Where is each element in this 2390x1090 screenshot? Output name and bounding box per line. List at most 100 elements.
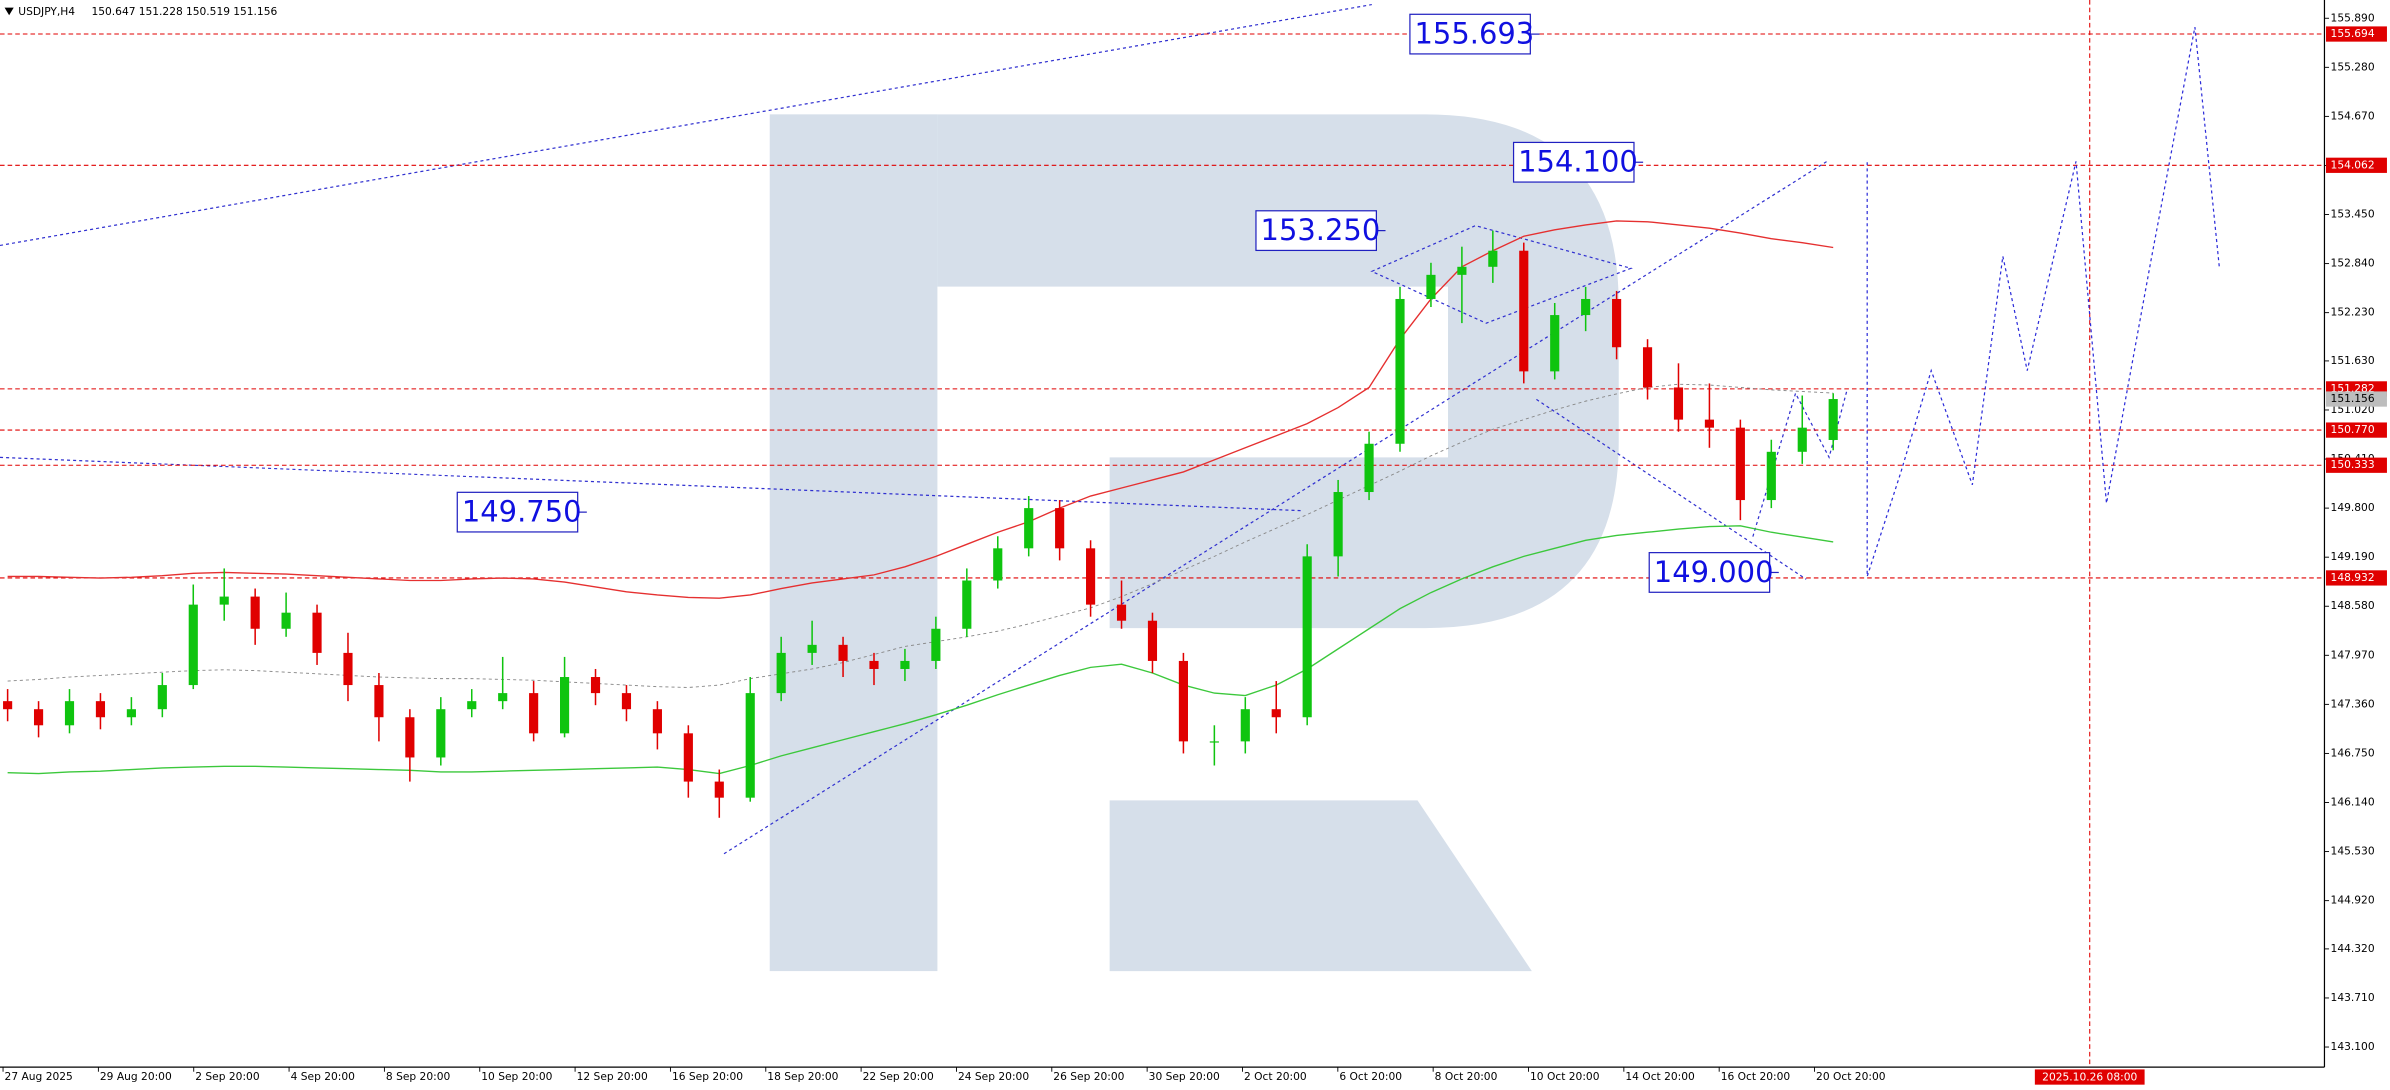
candle-body	[467, 701, 477, 710]
y-tick-label: 149.800	[2331, 501, 2375, 514]
y-tick-label: 145.530	[2331, 845, 2375, 858]
x-tick-label: 12 Sep 20:00	[577, 1070, 648, 1083]
ohlc-close: 151.156	[233, 5, 277, 18]
moving-average	[7, 525, 1834, 775]
x-tick-label: 24 Sep 20:00	[958, 1070, 1029, 1083]
candle-body	[219, 596, 229, 605]
candle-body	[1488, 250, 1498, 267]
candle-body	[621, 693, 632, 710]
candle-body	[1302, 556, 1312, 718]
candle-body	[1333, 492, 1343, 557]
y-tick-label: 155.280	[2331, 60, 2375, 73]
annotation-label: 149.750	[462, 495, 582, 529]
x-tick-label: 26 Sep 20:00	[1053, 1070, 1124, 1083]
annotation-box	[1409, 13, 1531, 55]
level-box	[2325, 570, 2387, 586]
candle-body	[1395, 298, 1405, 444]
annotation-label: 154.100	[1518, 145, 1638, 179]
ohlc-high: 151.228	[139, 5, 183, 18]
candle-body	[714, 781, 724, 798]
symbol: USDJPY,H4	[18, 5, 75, 18]
current-price-box	[2325, 391, 2387, 407]
logo-leg	[1109, 800, 1532, 972]
candle-body	[126, 709, 136, 718]
x-tick-label: 10 Oct 20:00	[1530, 1070, 1600, 1083]
time-marker-box	[2034, 1069, 2145, 1085]
candle-body	[3, 701, 13, 710]
candle-body	[1209, 741, 1219, 743]
y-tick-label: 154.670	[2331, 109, 2375, 122]
candle-body	[188, 604, 198, 686]
candle-body	[1828, 399, 1838, 440]
candle-body	[1704, 419, 1715, 428]
trend-line	[0, 3, 1372, 247]
candle-body	[343, 652, 353, 686]
dropdown-icon[interactable]	[4, 7, 14, 16]
candle-body	[498, 693, 508, 702]
logo-stem	[769, 114, 938, 972]
moving-average	[7, 220, 1834, 599]
x-tick-label: 10 Sep 20:00	[481, 1070, 552, 1083]
candle-body	[250, 596, 260, 629]
annotation-label: 153.250	[1261, 213, 1381, 247]
current-price-label: 151.156	[2331, 392, 2375, 405]
candle-body	[1797, 427, 1807, 452]
trend-line	[723, 159, 1830, 855]
level-label: 150.333	[2331, 458, 2375, 471]
y-tick-label: 144.320	[2331, 942, 2375, 955]
candle-body	[869, 660, 879, 669]
candle-body	[1519, 250, 1529, 372]
y-tick-label: 149.190	[2331, 550, 2375, 563]
level-label: 148.932	[2331, 571, 2375, 584]
candle-body	[962, 580, 972, 629]
level-box	[2325, 26, 2387, 42]
candle-body	[1550, 315, 1560, 372]
x-tick-label: 2 Sep 20:00	[195, 1070, 260, 1083]
annotation-label: 149.000	[1654, 555, 1774, 589]
ohlc-open: 150.647	[91, 5, 135, 18]
candle-body	[436, 709, 446, 758]
level-label: 155.694	[2331, 27, 2375, 40]
y-tick-label: 148.580	[2331, 599, 2375, 612]
candle-body	[1735, 427, 1745, 501]
candle-body	[1673, 387, 1684, 420]
candle-body	[281, 612, 291, 629]
x-tick-label: 22 Sep 20:00	[863, 1070, 934, 1083]
candle-body	[1178, 660, 1188, 742]
x-tick-label: 30 Sep 20:00	[1149, 1070, 1220, 1083]
y-tick-label: 146.750	[2331, 746, 2375, 759]
candle-body	[560, 677, 570, 734]
y-tick-label: 144.920	[2331, 894, 2375, 907]
level-box	[2325, 422, 2387, 438]
y-tick-label: 143.710	[2331, 991, 2375, 1004]
y-tick-label: 147.970	[2331, 648, 2375, 661]
y-tick-label: 155.890	[2331, 11, 2375, 24]
candle-body	[1766, 451, 1776, 501]
x-tick-label: 18 Sep 20:00	[767, 1070, 838, 1083]
x-tick-label: 27 Aug 2025	[5, 1070, 73, 1083]
candle-body	[529, 693, 539, 734]
time-marker-label: 2025.10.26 08:00	[2042, 1070, 2137, 1083]
level-box	[2325, 157, 2387, 173]
candle-body	[1426, 274, 1436, 299]
y-tick-label: 152.840	[2331, 257, 2375, 270]
annotation-box	[1648, 552, 1771, 593]
x-tick-label: 20 Oct 20:00	[1816, 1070, 1886, 1083]
candle-body	[1086, 548, 1096, 605]
candle-body	[1364, 443, 1374, 493]
candle-body	[1581, 298, 1591, 316]
x-tick-label: 16 Sep 20:00	[672, 1070, 743, 1083]
trend-line	[0, 456, 1304, 512]
candle-body	[1612, 298, 1622, 348]
candle-body	[1240, 709, 1250, 742]
annotation-label: 155.693	[1414, 17, 1534, 51]
level-label: 154.062	[2331, 158, 2375, 171]
candle-body	[1055, 508, 1065, 549]
candle-body	[993, 548, 1003, 581]
candle-body	[776, 652, 786, 694]
candle-body	[745, 693, 755, 798]
candle-body	[374, 685, 384, 718]
candle-body	[157, 685, 167, 710]
x-tick-label: 4 Sep 20:00	[291, 1070, 356, 1083]
